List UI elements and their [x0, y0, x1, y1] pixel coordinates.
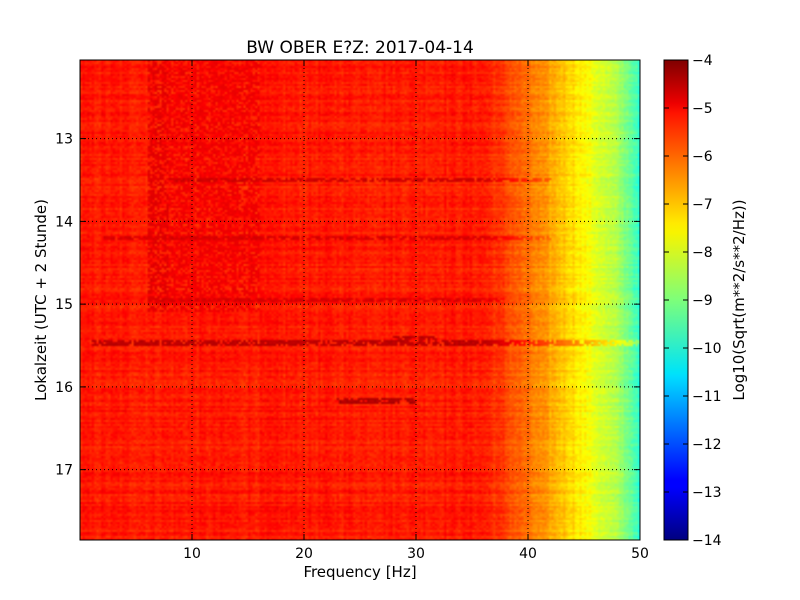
x-axis-ticks: 10 20 30 40 50 — [183, 60, 649, 562]
x-tick-label: 30 — [407, 546, 425, 562]
colorbar-tick-label: −9 — [692, 293, 713, 309]
y-tick-label: 13 — [55, 132, 73, 148]
colorbar-tick-label: −14 — [692, 533, 722, 549]
y-axis-label: Lokalzeit (UTC + 2 Stunde) — [32, 199, 50, 401]
plot-frame — [79, 59, 641, 541]
x-tick-label: 10 — [183, 546, 201, 562]
y-tick-label: 14 — [55, 214, 73, 230]
colorbar-tick-label: −13 — [692, 485, 722, 501]
y-axis-ticks: 13 14 15 16 17 — [55, 132, 640, 479]
colorbar: −4 −5 −6 −7 −8 −9 −10 −11 −12 −13 −14 Log10(Sqrt(m… — [663, 53, 748, 549]
colorbar-tick-label: −12 — [692, 437, 722, 453]
colorbar-tick-label: −8 — [692, 245, 713, 261]
y-tick-label: 16 — [55, 380, 73, 396]
colorbar-label: Log10(Sqrt(m**2/s**2/Hz)) — [730, 199, 748, 400]
x-tick-label: 40 — [519, 546, 537, 562]
colorbar-tick-label: −6 — [692, 149, 713, 165]
x-tick-label: 50 — [631, 546, 649, 562]
colorbar-tick-label: −5 — [692, 101, 713, 117]
colorbar-tick-label: −7 — [692, 197, 713, 213]
x-axis-label: Frequency [Hz] — [303, 563, 416, 581]
chart-title: BW OBER E?Z: 2017-04-14 — [246, 38, 474, 58]
colorbar-tick-label: −4 — [692, 53, 713, 69]
x-tick-label: 20 — [295, 546, 313, 562]
colorbar-tick-label: −10 — [692, 341, 722, 357]
y-tick-label: 15 — [55, 297, 73, 313]
spectrogram-heatmap — [80, 60, 640, 540]
colorbar-tick-label: −11 — [692, 389, 722, 405]
spectrogram-plot: 10 20 30 40 50 13 14 15 16 17 — [55, 59, 649, 562]
y-tick-label: 17 — [55, 463, 73, 479]
colorbar-ticks: −4 −5 −6 −7 −8 −9 −10 −11 −12 −13 −14 — [664, 53, 722, 549]
